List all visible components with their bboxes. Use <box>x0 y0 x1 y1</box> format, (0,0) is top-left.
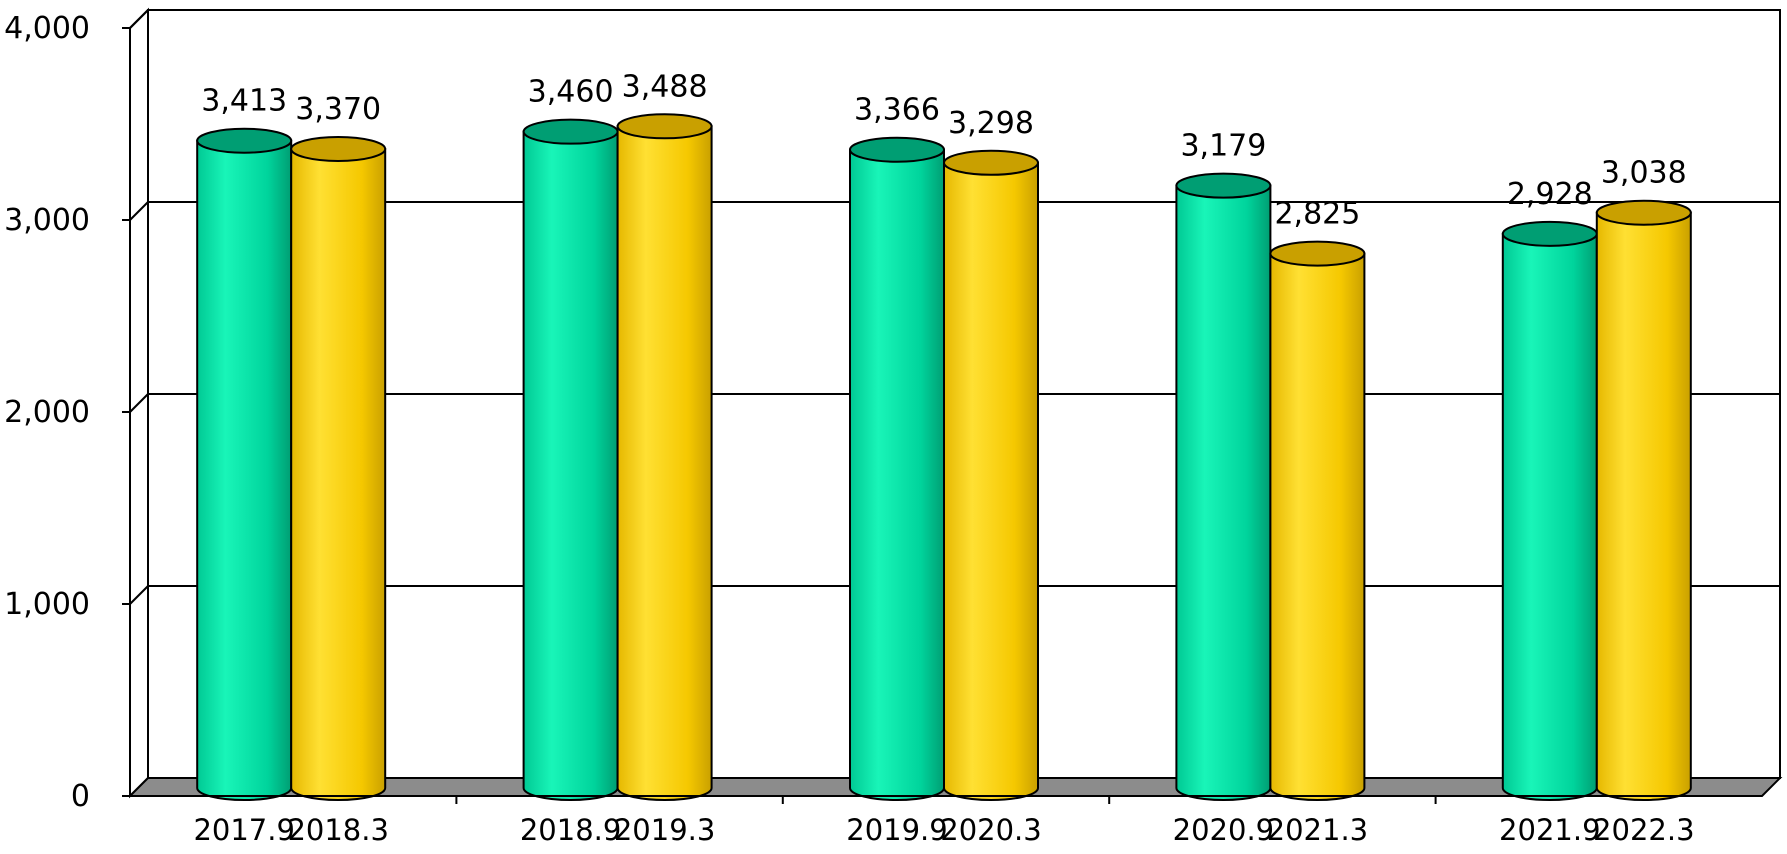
y-tick-label: 4,000 <box>4 11 90 46</box>
data-label: 3,366 <box>854 93 940 128</box>
y-tick-label: 3,000 <box>4 203 90 238</box>
data-label: 3,488 <box>622 69 708 104</box>
bar-body <box>196 139 293 801</box>
gridline-side <box>129 393 149 413</box>
bar-body <box>943 161 1039 801</box>
x-tick-label: 2020.9 <box>1173 813 1274 847</box>
x-tick-label: 2018.3 <box>287 813 388 847</box>
gridline-side <box>129 585 149 605</box>
x-tick-label: 2021.3 <box>1267 813 1368 847</box>
bar-2017.9 <box>196 127 293 801</box>
bar-body <box>1595 211 1692 801</box>
bar-2020.3 <box>943 149 1039 801</box>
data-label: 3,413 <box>201 84 287 119</box>
y-tick-label: 1,000 <box>4 587 90 622</box>
x-tick-label: 2019.3 <box>614 813 715 847</box>
bar-2018.3 <box>290 135 387 801</box>
bar-top <box>1595 199 1692 226</box>
data-label: 3,370 <box>295 92 381 127</box>
data-label: 2,928 <box>1507 177 1593 212</box>
x-tick-label: 2022.3 <box>1593 813 1694 847</box>
y-axis: 0 1,000 2,000 3,000 4,000 <box>4 11 131 814</box>
x-tick-label: 2021.9 <box>1499 813 1600 847</box>
data-label: 3,179 <box>1180 129 1266 164</box>
bar-body <box>522 130 619 801</box>
bar-2021.9 <box>1501 220 1598 801</box>
bar-2019.3 <box>616 113 713 801</box>
bar-top <box>1501 220 1598 247</box>
y-tick-label: 2,000 <box>4 395 90 430</box>
bar-top <box>522 118 619 145</box>
y-tick-label: 0 <box>71 779 90 814</box>
bar-body <box>849 148 945 801</box>
bar-body <box>616 125 713 801</box>
bar-2019.9 <box>849 136 945 801</box>
x-tick-label: 2017.9 <box>193 813 294 847</box>
bar-top <box>1175 172 1272 199</box>
bars <box>196 113 1692 801</box>
bar-2022.3 <box>1595 199 1692 801</box>
data-label: 3,038 <box>1601 156 1687 191</box>
bar-2021.3 <box>1269 240 1366 801</box>
x-tick-label: 2019.9 <box>846 813 947 847</box>
bar-top <box>943 149 1039 176</box>
bar-body <box>1501 232 1598 801</box>
x-tick-label: 2018.9 <box>520 813 621 847</box>
bar-top <box>196 127 293 154</box>
data-label: 2,825 <box>1274 197 1360 232</box>
data-label: 3,298 <box>948 106 1034 141</box>
bar-2020.9 <box>1175 172 1272 801</box>
bar-top <box>616 113 713 140</box>
bar-top <box>1269 240 1366 267</box>
bar-top <box>290 135 387 162</box>
bar-body <box>1269 252 1366 801</box>
gridline-side <box>129 201 149 221</box>
bar-body <box>290 147 387 801</box>
data-label: 3,460 <box>528 75 614 110</box>
bar-top <box>849 136 945 163</box>
gridline-side <box>129 9 149 29</box>
bar-body <box>1175 184 1272 801</box>
x-tick-label: 2020.3 <box>940 813 1041 847</box>
data-labels: 3,413 3,370 3,460 3,488 3,366 3,298 3,1792,825… <box>201 69 1686 231</box>
bar-2018.9 <box>522 118 619 801</box>
